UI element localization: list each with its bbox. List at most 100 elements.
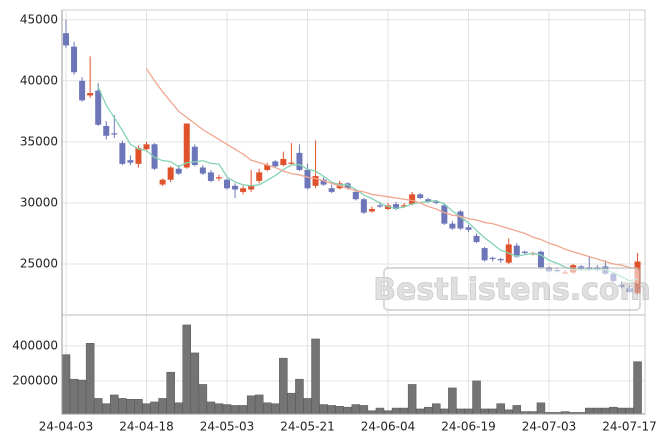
volume-bar [166, 371, 175, 415]
candle-body [191, 146, 198, 166]
volume-bar [415, 408, 425, 415]
candle-body [352, 191, 359, 200]
volume-bar [126, 399, 135, 415]
volume-bar [609, 406, 618, 415]
y-tick-label: 400000 [12, 338, 58, 352]
candle-body [409, 194, 416, 205]
candle-body [393, 204, 400, 210]
volume-bar [77, 379, 87, 415]
volume-bar [271, 403, 280, 415]
candle-body [489, 257, 496, 260]
candle-body [425, 199, 432, 202]
y-tick-label: 45000 [20, 12, 58, 26]
candle-body [232, 185, 239, 190]
volume-bar [391, 407, 401, 415]
volume-bar [93, 398, 103, 415]
candle-body [143, 144, 150, 150]
volume-bar [504, 409, 513, 415]
volume-bar [601, 407, 610, 415]
candle-body [328, 188, 335, 192]
volume-bar [327, 405, 336, 415]
x-tick-label: 24-07-17 [602, 420, 656, 434]
volume-bar [230, 405, 240, 415]
x-tick-label: 24-06-19 [441, 420, 495, 434]
candle-body [417, 194, 424, 199]
watermark-text: BestListens.com [373, 273, 651, 308]
candle-body [159, 179, 166, 185]
candle-body [304, 169, 311, 189]
candle-body [280, 158, 287, 166]
candle-body [376, 205, 383, 207]
candle-body [95, 90, 102, 125]
volume-bar [311, 338, 320, 415]
candle-body [537, 251, 544, 268]
volume-bar [254, 394, 264, 415]
x-tick-label: 24-05-03 [200, 420, 254, 434]
y-tick-label: 200000 [12, 373, 58, 387]
volume-bar [351, 404, 361, 415]
volume-bar [343, 406, 352, 415]
volume-bar [198, 384, 208, 415]
moving-average-line [145, 68, 638, 270]
volume-bar [617, 407, 626, 415]
candle-body [344, 183, 351, 189]
candle-body [71, 46, 78, 73]
candle-body [183, 123, 190, 168]
candle-body [296, 152, 303, 170]
volume-bar [69, 378, 79, 415]
candle-body [481, 248, 488, 261]
volume-bar [472, 380, 481, 415]
volume-bar [593, 407, 602, 415]
volume-bar [480, 408, 489, 415]
y-tick-label: 30000 [20, 195, 58, 209]
candle-body [224, 179, 230, 189]
x-tick-label: 24-04-18 [119, 420, 173, 434]
candle-body [135, 147, 142, 164]
candle-body [167, 167, 174, 180]
volume-bar [134, 399, 143, 415]
candle-body [207, 172, 214, 181]
watermark: BestListens.com [373, 267, 651, 311]
candle-body [433, 201, 440, 203]
volume-bar [448, 387, 457, 415]
volume-bar [633, 361, 642, 415]
volume-bar [174, 402, 183, 415]
candle-body [368, 209, 375, 212]
volume-bar [279, 357, 288, 415]
candle-body [63, 33, 69, 46]
volume-bar [102, 403, 111, 415]
candle-body [119, 143, 126, 164]
volume-bar [85, 343, 95, 415]
volume-bar [424, 406, 433, 415]
volume-bar [263, 402, 272, 415]
volume-bar [399, 407, 409, 415]
volume-bar [110, 394, 119, 415]
volume-bar [303, 398, 312, 415]
candle-body [312, 176, 319, 186]
volume-bar [150, 401, 159, 415]
y-tick-label: 35000 [20, 134, 58, 148]
watermark-box [383, 267, 641, 311]
candle-body [103, 125, 110, 136]
candle-body [320, 179, 327, 185]
volume-bar [625, 407, 634, 415]
volume-bar [118, 398, 127, 415]
candle-body [127, 160, 134, 163]
candle-body [87, 93, 94, 96]
volume-bar [585, 407, 594, 415]
candle-body [521, 251, 528, 253]
volume-bar [456, 408, 465, 415]
volume-bar [335, 406, 344, 415]
candle-body [151, 144, 158, 169]
volume-bar [375, 407, 385, 415]
volume-bar [246, 395, 256, 415]
volume-bar [295, 378, 304, 415]
moving-average-line [97, 86, 638, 282]
candle-body [199, 167, 206, 174]
plot-background [61, 9, 646, 415]
candle-body [111, 133, 118, 135]
volume-bar [142, 403, 151, 415]
candle-body [360, 199, 367, 213]
volume-bar [158, 398, 167, 415]
candle-body [288, 162, 295, 164]
